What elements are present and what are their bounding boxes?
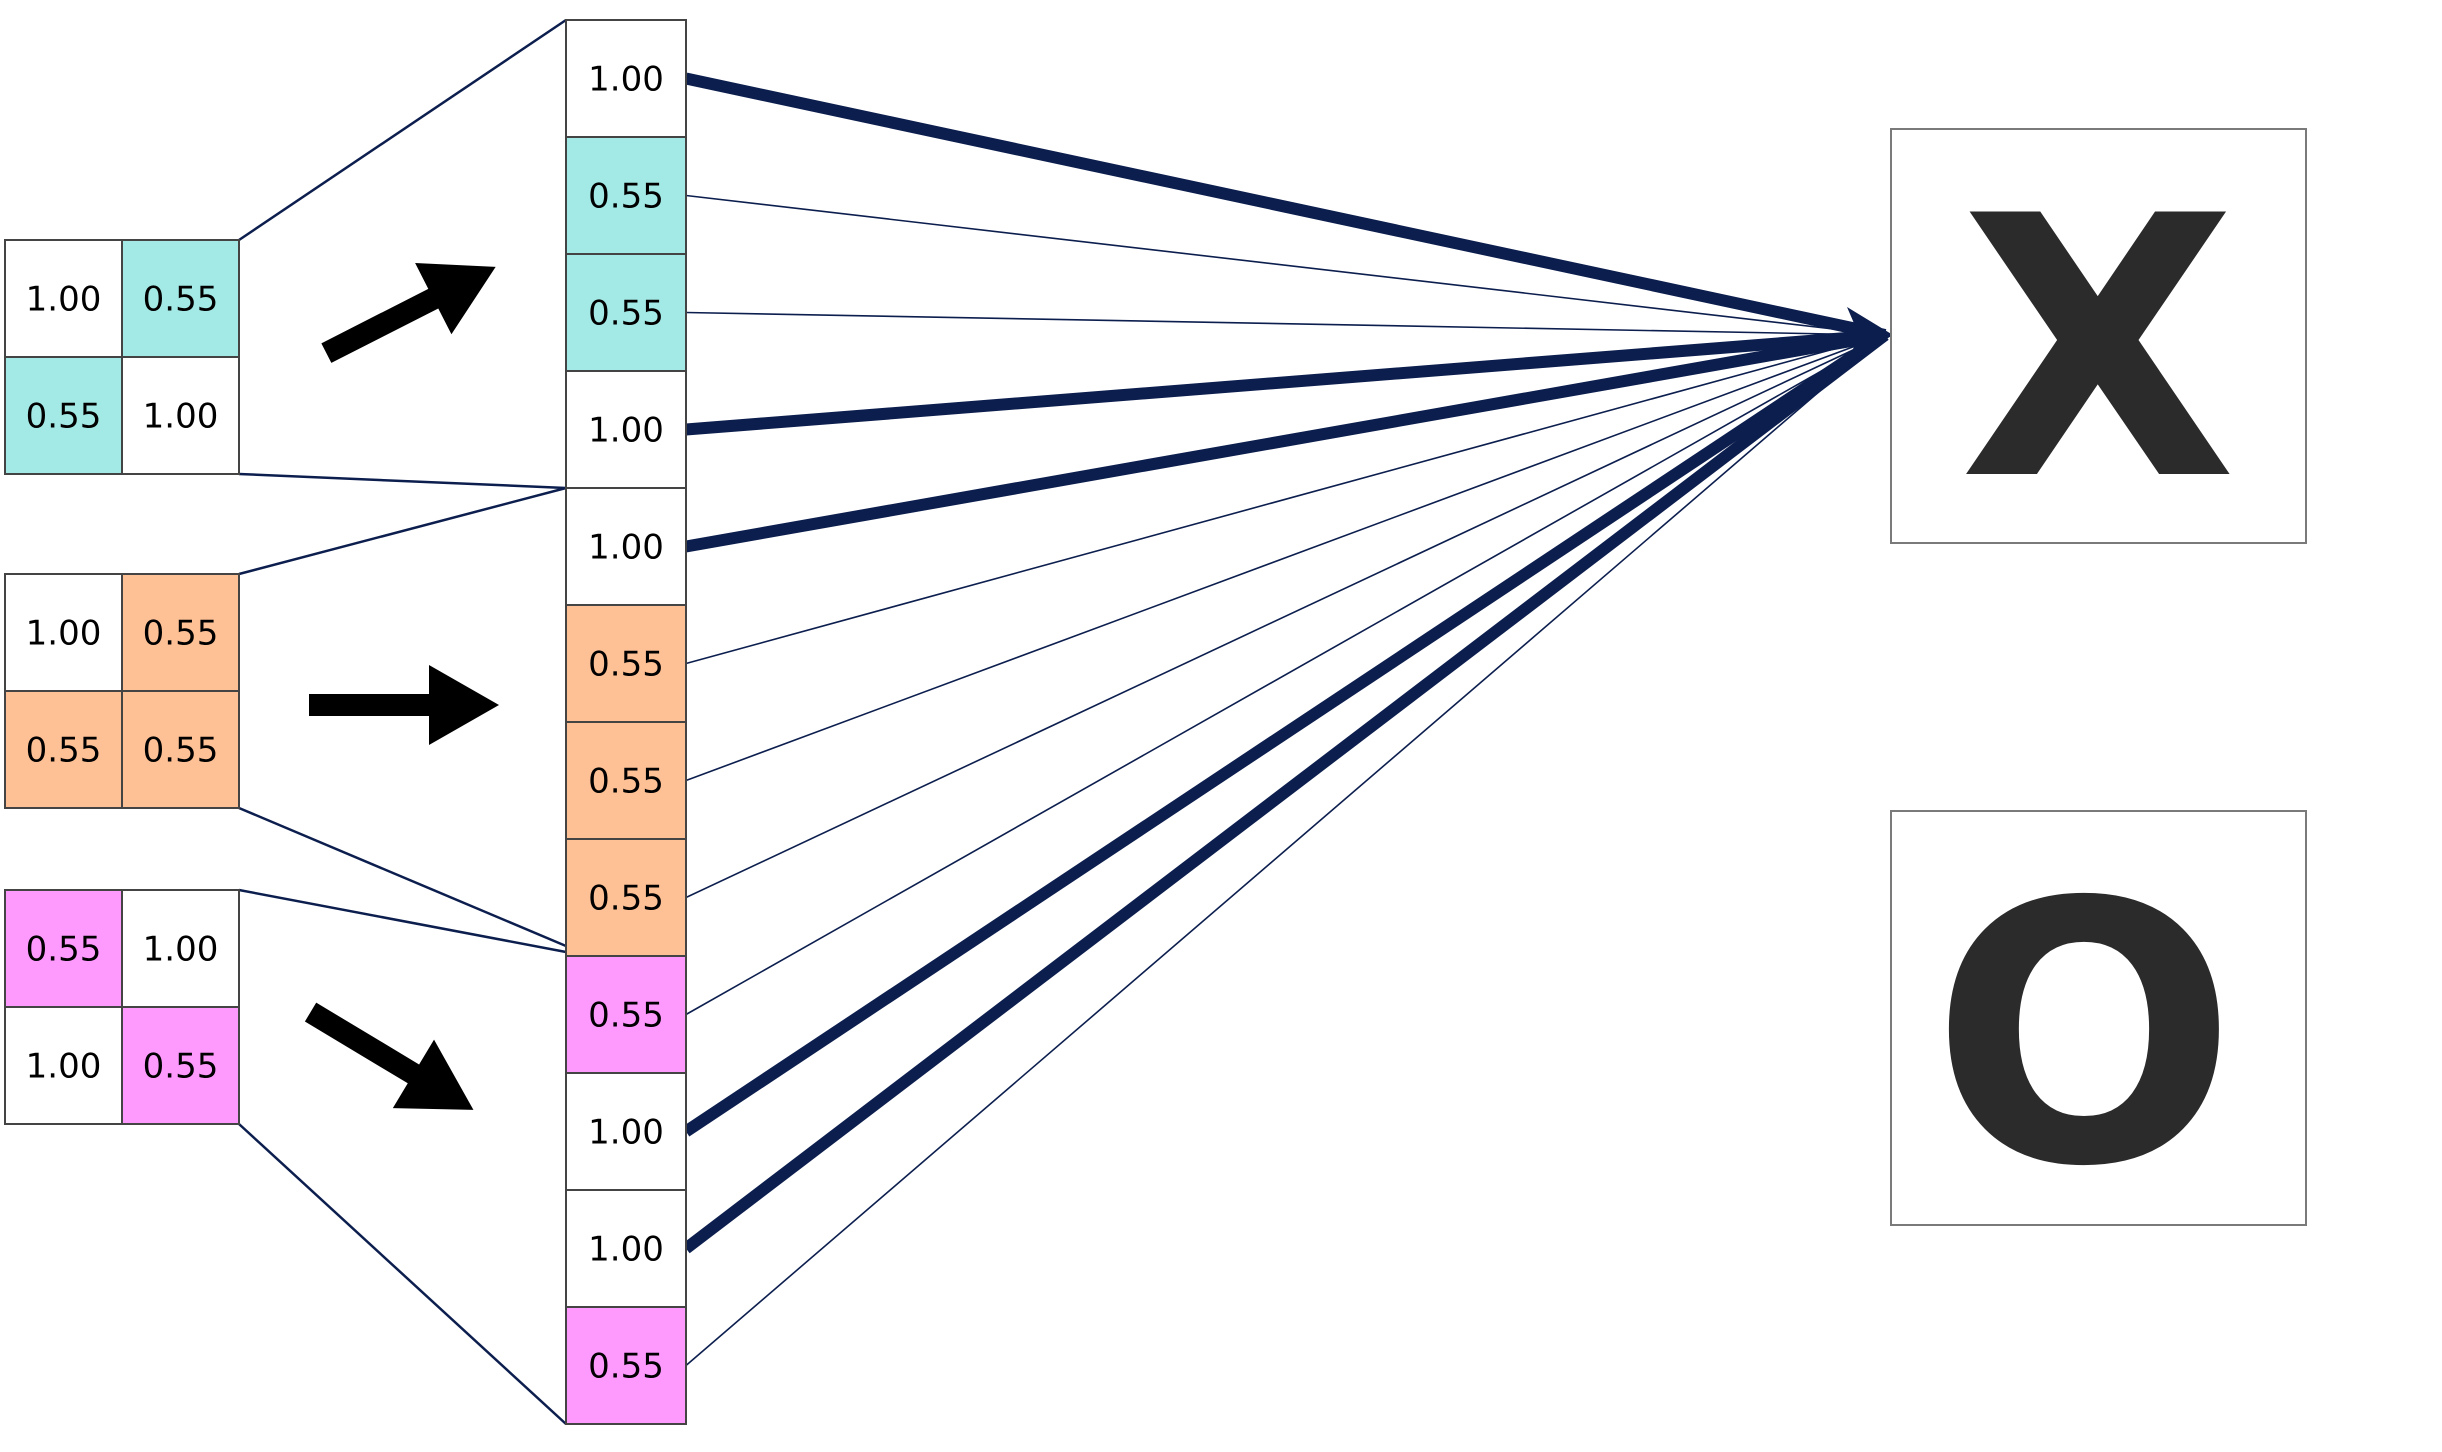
pool-cell-value: 0.55 xyxy=(143,280,219,320)
flat-cell-value: 0.55 xyxy=(588,879,664,919)
pool-cell xyxy=(121,690,240,809)
flat-cell-value: 1.00 xyxy=(588,411,664,451)
flat-cell xyxy=(565,1189,687,1308)
flat-cell-value: 1.00 xyxy=(588,60,664,100)
pool-cell-value: 1.00 xyxy=(26,614,102,654)
flatten-arrows xyxy=(304,263,499,1110)
output-x-box xyxy=(1890,128,2307,544)
pooled-feature-maps: 1.00 0.550.55 1.001.00 0.550.55 0.550.55 1.00… xyxy=(4,239,240,1125)
flat-cell-value: 0.55 xyxy=(588,762,664,802)
arrow-right-icon xyxy=(309,665,499,745)
output-o-box xyxy=(1890,810,2307,1226)
pool-cell xyxy=(121,356,240,475)
flat-cell xyxy=(565,370,687,489)
flat-cell xyxy=(565,604,687,723)
pool-cell-value: 0.55 xyxy=(26,397,102,437)
bracket-line xyxy=(238,18,567,242)
weak-connection xyxy=(685,194,1886,336)
strong-connection xyxy=(685,329,1886,436)
pool-cell xyxy=(4,1006,123,1125)
flat-cell-value: 0.55 xyxy=(588,996,664,1036)
flat-cell-value: 0.55 xyxy=(588,294,664,334)
weak-connection xyxy=(685,334,1886,1367)
output-x-label: X xyxy=(1959,140,2237,559)
flat-cell-value: 1.00 xyxy=(588,1230,664,1270)
pool-cell-value: 0.55 xyxy=(143,1047,219,1087)
flat-cell xyxy=(565,838,687,957)
pool-cell-value: 1.00 xyxy=(143,930,219,970)
flat-cell-value: 1.00 xyxy=(588,1113,664,1153)
pool-cell-value: 0.55 xyxy=(26,731,102,771)
strong-connection xyxy=(684,72,1887,341)
flat-cell-value: 1.00 xyxy=(588,528,664,568)
pool-cell xyxy=(121,1006,240,1125)
bracket-line xyxy=(238,472,567,490)
arrow-up-right-icon xyxy=(321,263,496,363)
weak-connection xyxy=(685,311,1886,336)
pool-cell-value: 1.00 xyxy=(26,280,102,320)
strong-connection xyxy=(682,330,1889,1254)
bracket-line xyxy=(238,1123,567,1425)
flat-cell-value: 0.55 xyxy=(588,177,664,217)
pool-grid: 0.55 1.00 1.00 0.55 xyxy=(4,889,240,1125)
flat-cell xyxy=(565,1306,687,1425)
bracket-line xyxy=(238,486,567,576)
flat-cell xyxy=(565,487,687,606)
flat-cell-value: 0.55 xyxy=(588,1347,664,1387)
flat-cell xyxy=(565,721,687,840)
flat-cell-value: 0.55 xyxy=(588,645,664,685)
pool-cell-value: 1.00 xyxy=(26,1047,102,1087)
pool-cell xyxy=(121,889,240,1008)
strong-connection xyxy=(682,330,1889,1137)
pool-cell xyxy=(4,573,123,692)
pool-cell xyxy=(121,573,240,692)
pool-cell xyxy=(4,889,123,1008)
pool-cell-value: 0.55 xyxy=(143,614,219,654)
weak-connection xyxy=(685,334,1886,899)
flattened-vector: 1.00 0.55 0.55 1.00 1.00 0.55 0.55 0.55 0.55 1.00… xyxy=(565,19,687,1425)
flat-cell xyxy=(565,253,687,372)
weak-connection xyxy=(685,334,1886,665)
weak-connection xyxy=(685,334,1886,782)
pool-cell-value: 1.00 xyxy=(143,397,219,437)
pool-bracket-lines xyxy=(238,18,567,1425)
pool-cell xyxy=(4,239,123,358)
pool-grid: 1.00 0.55 0.55 1.00 xyxy=(4,239,240,475)
strong-connection xyxy=(684,329,1887,553)
pool-cell xyxy=(4,356,123,475)
output-o: O xyxy=(1890,810,2307,1245)
weak-connection xyxy=(685,334,1886,1016)
arrow-down-right-icon xyxy=(304,1002,474,1110)
output-x: X xyxy=(1890,128,2307,559)
connection-lines xyxy=(682,72,1893,1367)
connection-arrowhead-icon xyxy=(1847,307,1893,363)
flat-cell xyxy=(565,1072,687,1191)
flat-cell xyxy=(565,136,687,255)
pool-cell-value: 0.55 xyxy=(143,731,219,771)
output-classes: X O xyxy=(1890,128,2307,1245)
bracket-line xyxy=(238,888,567,954)
pool-grid: 1.00 0.55 0.55 0.55 xyxy=(4,573,240,809)
pool-cell-value: 0.55 xyxy=(26,930,102,970)
output-o-label: O xyxy=(1931,826,2237,1245)
bracket-line xyxy=(238,806,567,948)
